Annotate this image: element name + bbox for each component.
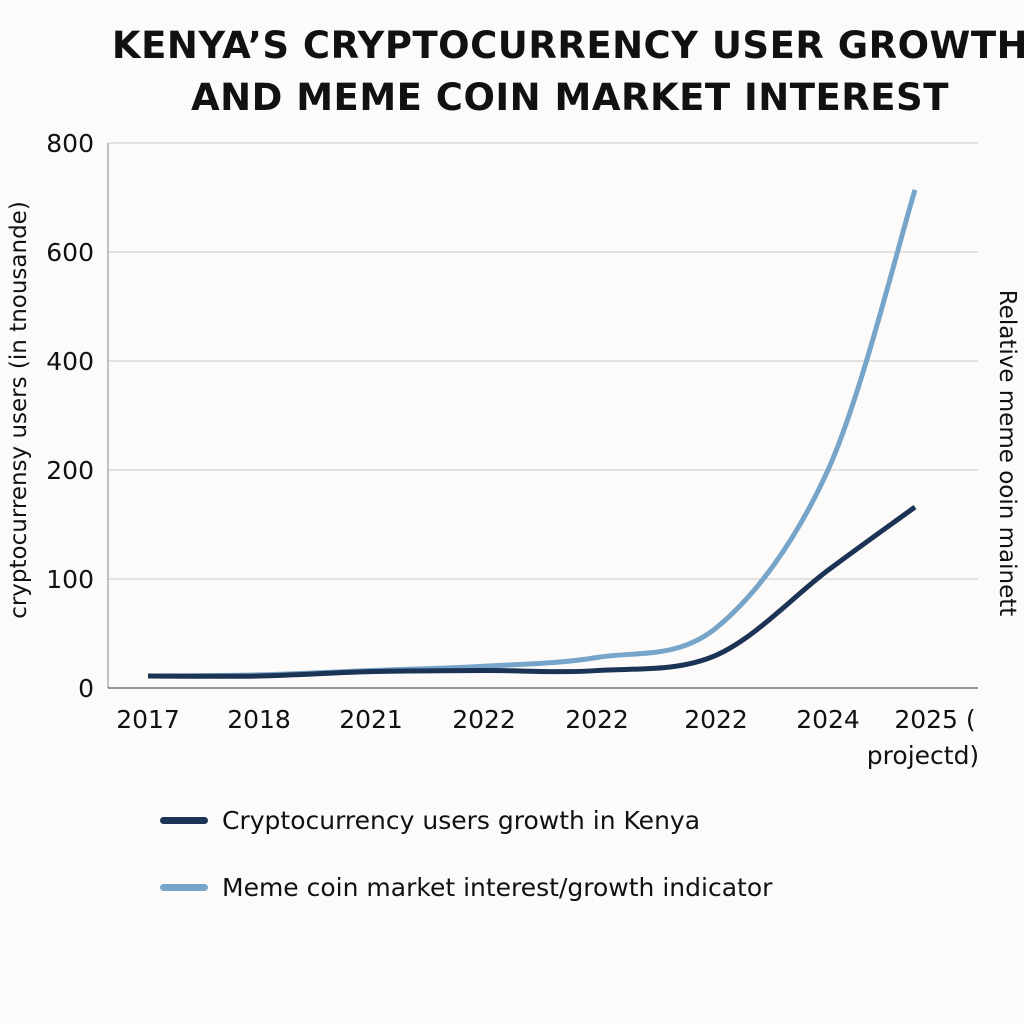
- y-tick-label: 200: [46, 456, 94, 485]
- y-tick-label: 600: [46, 238, 94, 267]
- legend-label: Meme coin market interest/growth indicat…: [222, 873, 773, 902]
- series-line-0: [147, 505, 917, 679]
- x-tick-label: 2021: [339, 705, 403, 734]
- legend-item-meme: Meme coin market interest/growth indicat…: [160, 873, 772, 902]
- x-tick-label: projectd): [867, 741, 979, 770]
- x-tick-label: 2018: [227, 705, 291, 734]
- y-axis-title-right: Relative meme ooin mainett: [994, 290, 1020, 617]
- x-tick-label: 2022: [565, 705, 629, 734]
- series-line-1: [147, 189, 918, 679]
- y-tick-label: 100: [46, 565, 94, 594]
- x-tick-label: 2017: [116, 705, 180, 734]
- legend-swatch-users: [160, 817, 208, 824]
- chart-title: KENYA’S CRYPTOCURRENCY USER GROWTH AND M…: [100, 20, 1024, 124]
- title-line-2: AND MEME COIN MARKET INTEREST: [191, 76, 949, 119]
- legend-label: Cryptocurrency users growth in Kenya: [222, 806, 701, 835]
- title-line-1: KENYA’S CRYPTOCURRENCY USER GROWTH: [111, 24, 1024, 67]
- y-tick-label: 800: [46, 129, 94, 158]
- y-axis-title: cryptocurrensy users (in tnousande): [6, 201, 32, 619]
- y-tick-label: 0: [78, 674, 94, 703]
- x-tick-label: 2022: [684, 705, 748, 734]
- legend-item-users: Cryptocurrency users growth in Kenya: [160, 806, 700, 835]
- legend-swatch-meme: [160, 884, 208, 891]
- x-tick-label: 2022: [452, 705, 516, 734]
- x-tick-label: 2025 (: [894, 705, 975, 734]
- x-tick-label: 2024: [796, 705, 860, 734]
- y-tick-label: 400: [46, 347, 94, 376]
